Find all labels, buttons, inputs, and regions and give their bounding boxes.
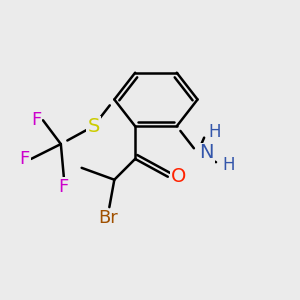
Text: S: S (87, 117, 100, 136)
Text: F: F (20, 150, 30, 168)
Text: H: H (223, 156, 235, 174)
Text: Br: Br (98, 209, 118, 227)
Text: O: O (171, 167, 186, 186)
Text: H: H (208, 123, 220, 141)
Text: F: F (31, 111, 41, 129)
Text: N: N (199, 143, 214, 163)
Text: F: F (59, 178, 69, 196)
